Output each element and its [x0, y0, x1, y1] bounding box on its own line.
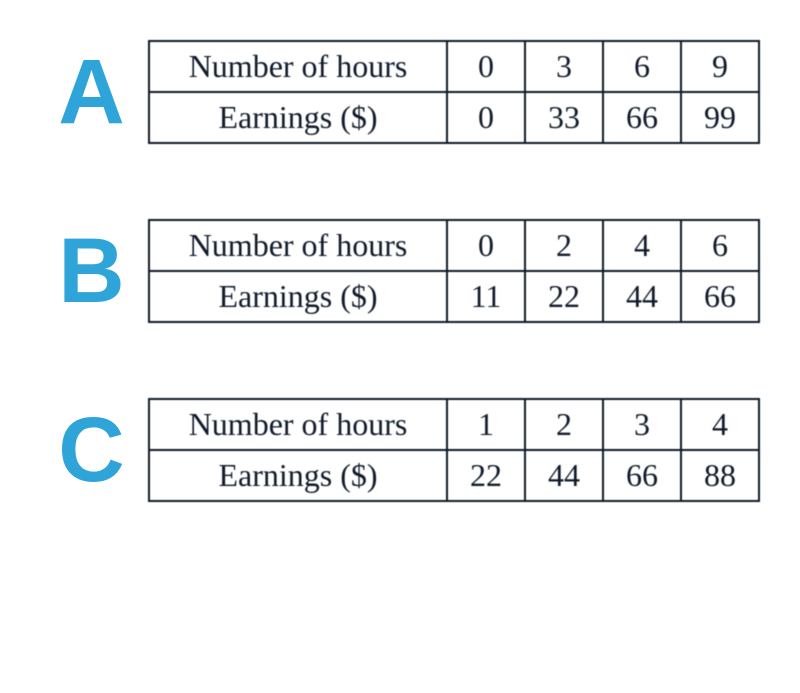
cell: 2 — [525, 399, 603, 450]
table-row: Number of hours 1 2 3 4 — [149, 399, 759, 450]
cell: 1 — [447, 399, 525, 450]
row-label: Earnings ($) — [149, 92, 447, 143]
option-c-row: C Number of hours 1 2 3 4 Earnings ($) 2… — [40, 398, 760, 502]
option-b-table: Number of hours 0 2 4 6 Earnings ($) 11 … — [148, 219, 760, 323]
row-label: Number of hours — [149, 41, 447, 92]
cell: 88 — [681, 450, 759, 501]
cell: 9 — [681, 41, 759, 92]
cell: 66 — [681, 271, 759, 322]
cell: 44 — [603, 271, 681, 322]
table-row: Earnings ($) 11 22 44 66 — [149, 271, 759, 322]
cell: 33 — [525, 92, 603, 143]
cell: 0 — [447, 220, 525, 271]
cell: 99 — [681, 92, 759, 143]
cell: 2 — [525, 220, 603, 271]
cell: 4 — [681, 399, 759, 450]
row-label: Number of hours — [149, 399, 447, 450]
cell: 3 — [603, 399, 681, 450]
cell: 3 — [525, 41, 603, 92]
table-row: Number of hours 0 3 6 9 — [149, 41, 759, 92]
cell: 11 — [447, 271, 525, 322]
option-a-row: A Number of hours 0 3 6 9 Earnings ($) 0… — [40, 40, 760, 144]
cell: 66 — [603, 92, 681, 143]
table-row: Number of hours 0 2 4 6 — [149, 220, 759, 271]
row-label: Number of hours — [149, 220, 447, 271]
options-container: A Number of hours 0 3 6 9 Earnings ($) 0… — [0, 0, 800, 542]
cell: 4 — [603, 220, 681, 271]
row-label: Earnings ($) — [149, 450, 447, 501]
cell: 6 — [681, 220, 759, 271]
cell: 22 — [447, 450, 525, 501]
cell: 44 — [525, 450, 603, 501]
option-letter-c: C — [40, 409, 140, 492]
cell: 22 — [525, 271, 603, 322]
cell: 0 — [447, 92, 525, 143]
table-row: Earnings ($) 0 33 66 99 — [149, 92, 759, 143]
option-letter-a: A — [40, 51, 140, 134]
row-label: Earnings ($) — [149, 271, 447, 322]
cell: 66 — [603, 450, 681, 501]
cell: 0 — [447, 41, 525, 92]
cell: 6 — [603, 41, 681, 92]
option-b-row: B Number of hours 0 2 4 6 Earnings ($) 1… — [40, 219, 760, 323]
table-row: Earnings ($) 22 44 66 88 — [149, 450, 759, 501]
option-c-table: Number of hours 1 2 3 4 Earnings ($) 22 … — [148, 398, 760, 502]
option-a-table: Number of hours 0 3 6 9 Earnings ($) 0 3… — [148, 40, 760, 144]
option-letter-b: B — [40, 230, 140, 313]
